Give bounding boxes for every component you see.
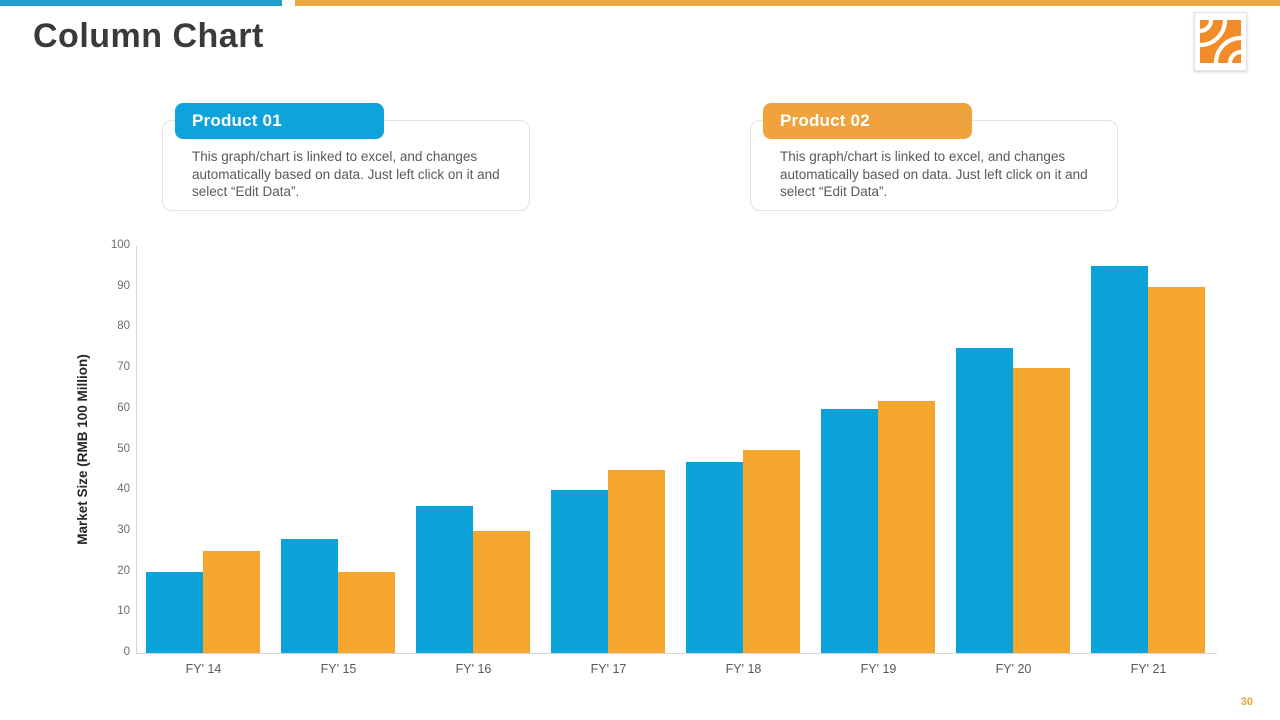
bar-product-02-3[interactable] [473,530,530,653]
y-tick-label: 30 [117,523,130,536]
y-tick-label: 40 [117,483,130,496]
y-tick-label: 20 [117,564,130,577]
product-02-label[interactable]: Product 02 [763,103,972,139]
page-number: 30 [1240,696,1253,708]
bar-product-01-2[interactable] [281,539,338,653]
x-axis-label: FY' 16 [455,662,492,676]
plot-area[interactable] [136,246,1217,654]
y-tick-label: 100 [110,239,130,251]
top-accent-orange [295,0,1280,6]
bar-product-02-6[interactable] [878,400,935,653]
y-tick-label: 50 [117,442,130,455]
bar-product-02-8[interactable] [1148,286,1205,653]
y-tick-label: 70 [117,361,130,374]
x-axis-label: FY' 19 [860,662,897,676]
page-title: Column Chart [33,17,264,55]
x-axis-label: FY' 20 [995,662,1032,676]
bar-product-02-2[interactable] [338,571,395,653]
bar-product-01-4[interactable] [551,490,608,653]
y-tick-label: 60 [117,401,130,414]
bar-product-02-4[interactable] [608,469,665,653]
y-tick-label: 90 [117,279,130,292]
logo-icon [1200,20,1241,63]
callout-product-01-text: This graph/chart is linked to excel, and… [192,149,500,199]
x-axis-label: FY' 18 [725,662,762,676]
top-accent-blue [0,0,282,6]
x-axis-label: FY' 17 [590,662,627,676]
bar-product-01-5[interactable] [686,461,743,653]
y-tick-label: 80 [117,320,130,333]
bar-product-02-7[interactable] [1013,368,1070,653]
top-accent-strip [0,0,1280,6]
bar-product-02-5[interactable] [743,449,800,653]
y-tick-label: 0 [123,646,130,658]
bar-product-01-1[interactable] [146,571,203,653]
logo [1194,12,1247,71]
callout-product-02-text: This graph/chart is linked to excel, and… [780,149,1088,199]
product-01-label[interactable]: Product 01 [175,103,384,139]
bar-product-01-8[interactable] [1091,266,1148,653]
bar-product-01-3[interactable] [416,506,473,653]
y-tick-label: 10 [117,605,130,618]
bar-product-01-7[interactable] [956,347,1013,653]
bar-product-02-1[interactable] [203,551,260,653]
x-axis-label: FY' 14 [185,662,222,676]
bar-product-01-6[interactable] [821,408,878,653]
x-axis-label: FY' 15 [320,662,357,676]
x-axis-label: FY' 21 [1130,662,1167,676]
